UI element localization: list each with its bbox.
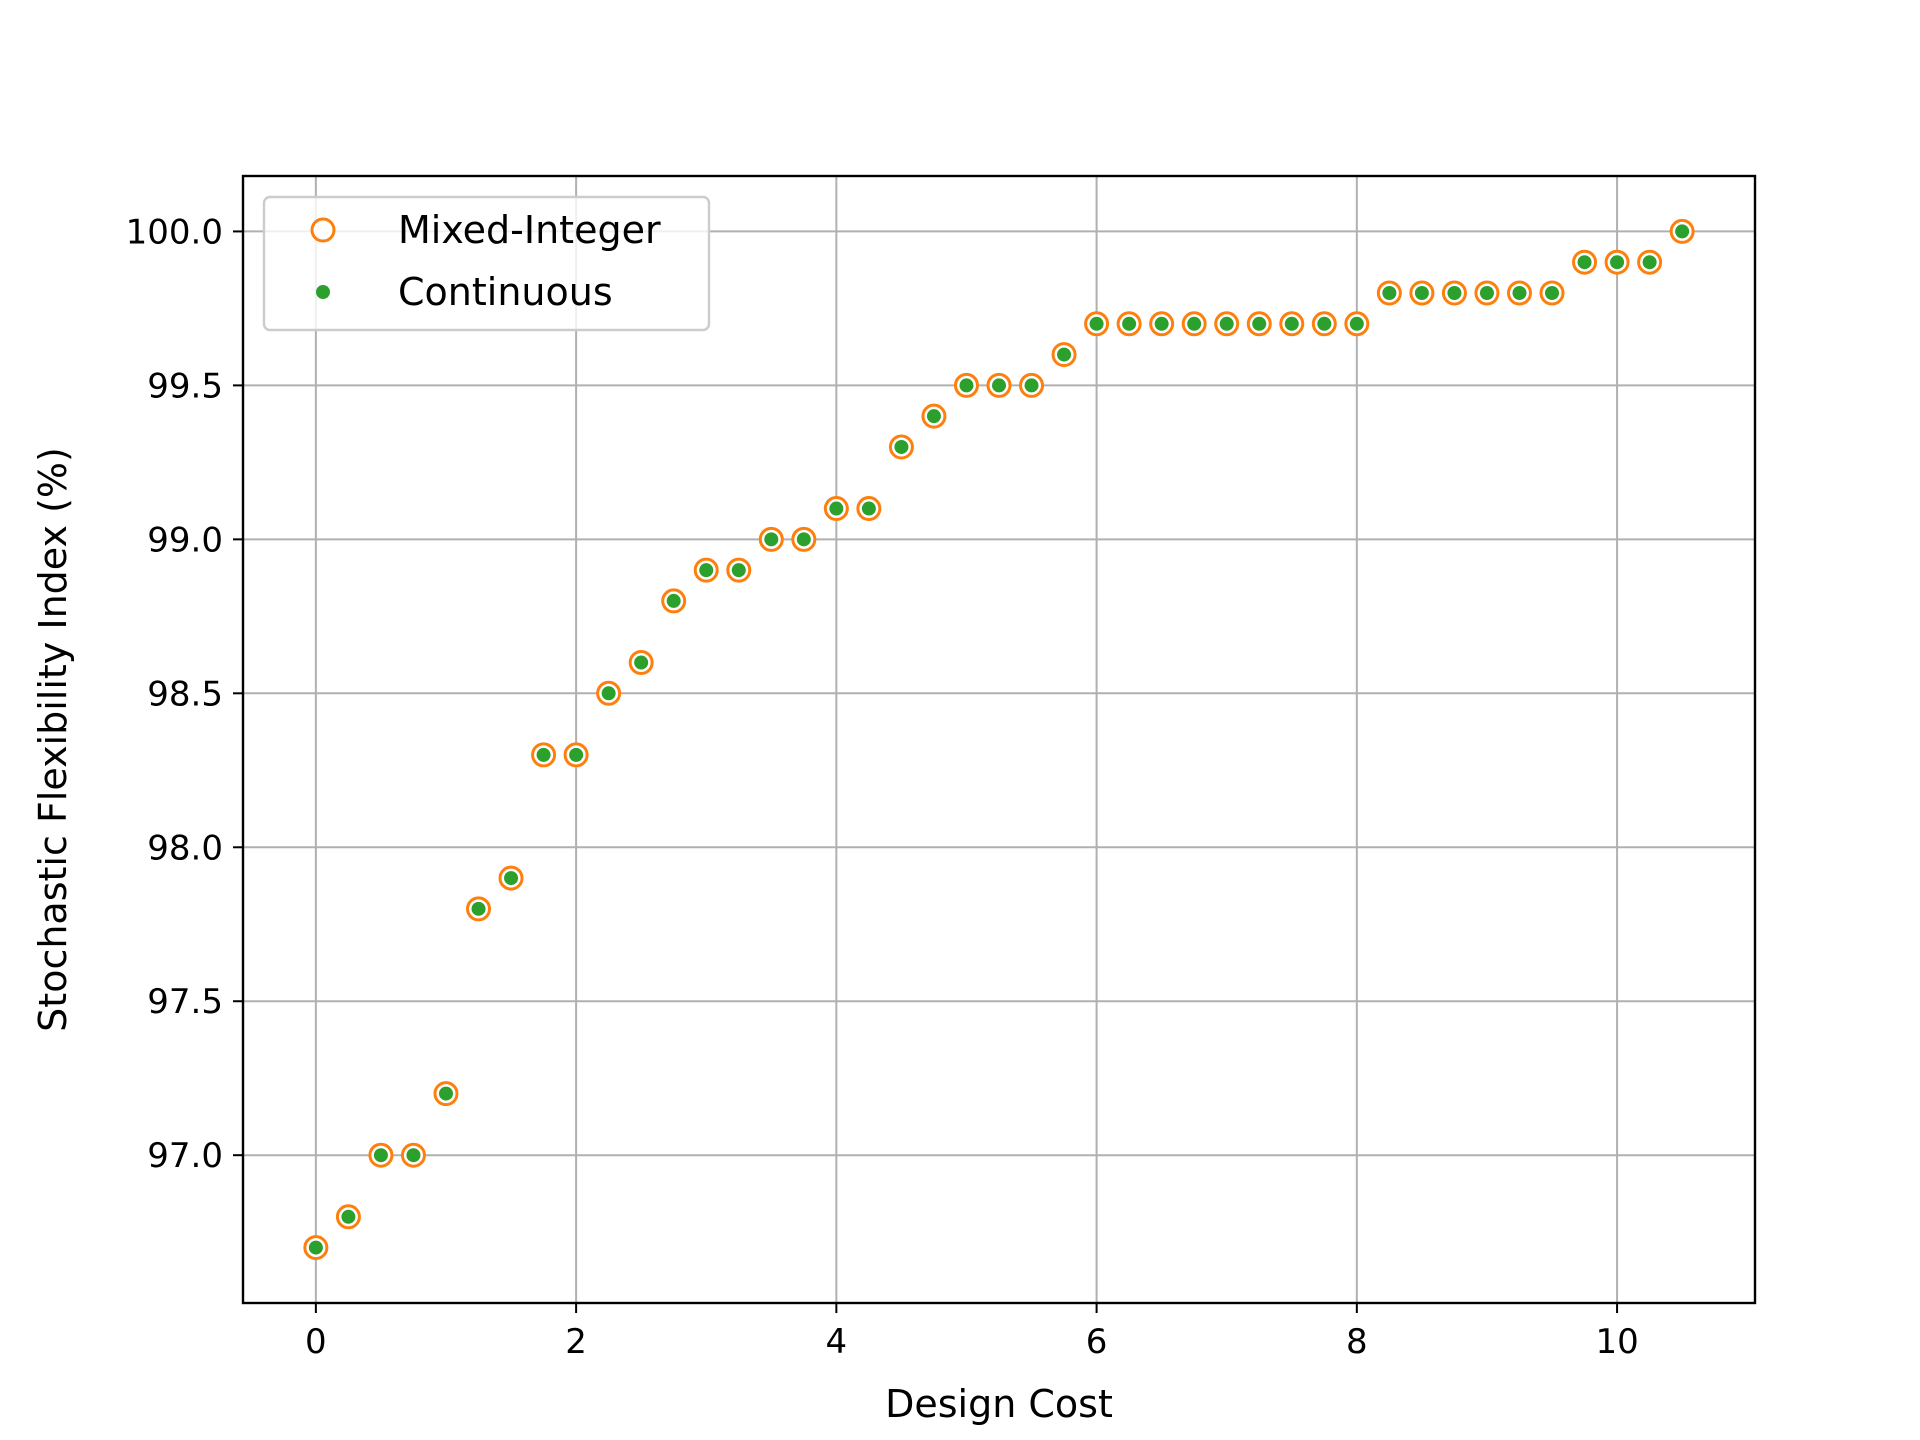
legend-marker-mixed-integer xyxy=(310,217,336,243)
continuous-point xyxy=(1610,255,1625,270)
x-tick-label: 0 xyxy=(305,1322,327,1362)
continuous-point xyxy=(1447,286,1462,301)
continuous-point xyxy=(1545,286,1560,301)
legend-marker-continuous xyxy=(316,285,330,299)
legend-label-continuous: Continuous xyxy=(398,270,613,314)
continuous-point xyxy=(536,747,551,762)
continuous-point xyxy=(699,563,714,578)
x-tick-label: 2 xyxy=(565,1322,587,1362)
continuous-point xyxy=(601,686,616,701)
continuous-point xyxy=(1382,286,1397,301)
y-tick-label: 99.0 xyxy=(147,520,223,560)
x-tick-label: 8 xyxy=(1346,1322,1368,1362)
continuous-point xyxy=(1642,255,1657,270)
continuous-point xyxy=(471,901,486,916)
x-tick-label: 10 xyxy=(1595,1322,1638,1362)
continuous-point xyxy=(1252,316,1267,331)
continuous-point xyxy=(894,439,909,454)
y-tick-label: 99.5 xyxy=(147,366,223,406)
continuous-point xyxy=(731,563,746,578)
continuous-point xyxy=(1187,316,1202,331)
y-tick-label: 98.0 xyxy=(147,828,223,868)
continuous-points xyxy=(308,224,1690,1255)
continuous-point xyxy=(992,378,1006,393)
legend-box xyxy=(262,195,711,332)
plot-area-frame xyxy=(241,174,1757,1305)
axis-ticks: 0 2 4 6 8 10 97.0 97.5 98.0 98.5 99.0 99.5 100.0 xyxy=(126,212,1639,1362)
continuous-point xyxy=(1349,316,1364,331)
continuous-point xyxy=(569,747,584,762)
x-axis-label: Design Cost xyxy=(885,1382,1113,1426)
continuous-point xyxy=(1057,347,1072,362)
continuous-point xyxy=(829,501,844,516)
continuous-point xyxy=(1675,224,1690,239)
y-axis-label: Stochastic Flexibility Index (%) xyxy=(31,447,75,1032)
continuous-point xyxy=(634,655,649,670)
continuous-point xyxy=(1317,316,1332,331)
continuous-point xyxy=(666,593,681,608)
continuous-point xyxy=(926,409,941,424)
x-tick-label: 4 xyxy=(826,1322,848,1362)
continuous-point xyxy=(438,1086,453,1101)
continuous-point xyxy=(1512,286,1527,301)
continuous-point xyxy=(341,1209,356,1224)
continuous-point xyxy=(959,378,974,393)
y-tick-label: 97.5 xyxy=(147,982,223,1022)
y-tick-label: 98.5 xyxy=(147,674,223,714)
continuous-point xyxy=(406,1148,421,1163)
continuous-point xyxy=(1577,255,1592,270)
continuous-point xyxy=(796,532,811,547)
continuous-point xyxy=(861,501,876,516)
continuous-point xyxy=(373,1148,388,1163)
continuous-point xyxy=(504,871,519,886)
continuous-point xyxy=(1414,286,1429,301)
y-tick-label: 97.0 xyxy=(147,1136,223,1176)
grid-lines xyxy=(243,176,1755,1303)
x-tick-label: 6 xyxy=(1086,1322,1108,1362)
continuous-point xyxy=(1024,378,1039,393)
legend-label-mixed-integer: Mixed-Integer xyxy=(398,208,661,252)
continuous-point xyxy=(1284,316,1299,331)
continuous-point xyxy=(1154,316,1169,331)
continuous-point xyxy=(1122,316,1137,331)
continuous-point xyxy=(1479,286,1494,301)
continuous-point xyxy=(1089,316,1104,331)
legend: Mixed-Integer Continuous xyxy=(262,195,711,332)
continuous-point xyxy=(1219,316,1234,331)
continuous-point xyxy=(308,1240,323,1255)
y-tick-label: 100.0 xyxy=(126,212,223,252)
continuous-point xyxy=(764,532,779,547)
